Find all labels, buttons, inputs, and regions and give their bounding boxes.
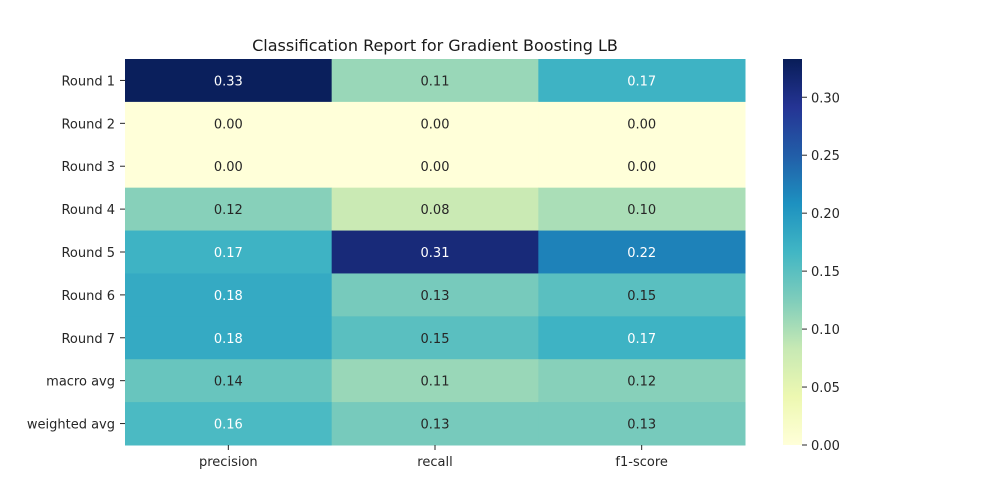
cell-value-label: 0.22 — [627, 246, 656, 261]
colorbar-tick-label: 0.25 — [811, 149, 840, 164]
x-axis: precision recall f1-score — [199, 445, 668, 470]
cell-value-label: 0.17 — [627, 74, 656, 89]
heatmap-cell — [125, 101, 333, 146]
heatmap-cell — [538, 101, 746, 146]
cell-value-label: 0.00 — [214, 117, 243, 132]
y-tick-label: Round 6 — [61, 289, 115, 304]
colorbar-tick-label: 0.05 — [811, 381, 840, 396]
cell-value-label: 0.33 — [214, 74, 243, 89]
colorbar-gradient — [783, 59, 802, 445]
heatmap-cells — [125, 59, 746, 446]
heatmap-cell — [538, 144, 746, 189]
cell-value-label: 0.15 — [627, 289, 656, 304]
cell-value-label: 0.17 — [627, 332, 656, 347]
y-axis: Round 1 Round 2 Round 3 Round 4 Round 5 Round… — [27, 74, 125, 433]
cell-value-label: 0.00 — [421, 160, 450, 175]
y-tick-label: Round 3 — [61, 160, 115, 175]
cell-value-label: 0.00 — [214, 160, 243, 175]
heatmap-cell — [125, 230, 333, 274]
heatmap-cell — [331, 144, 539, 189]
cell-value-label: 0.15 — [421, 332, 450, 347]
cell-value-labels: 0.33 0.11 0.17 0.00 0.00 0.00 0.00 0.00 0.00 0.12… — [214, 74, 656, 432]
x-tick-label: recall — [417, 455, 452, 470]
heatmap-cell — [538, 230, 746, 274]
cell-value-label: 0.00 — [627, 160, 656, 175]
cell-value-label: 0.00 — [627, 117, 656, 132]
y-tick-label: Round 2 — [61, 117, 115, 132]
chart-title: Classification Report for Gradient Boost… — [252, 36, 618, 55]
cell-value-label: 0.08 — [421, 203, 450, 218]
colorbar-tick-label: 0.15 — [811, 265, 840, 280]
heatmap-cell — [125, 273, 333, 317]
cell-value-label: 0.31 — [421, 246, 450, 261]
heatmap-cell — [331, 402, 539, 446]
y-tick-label: Round 4 — [61, 203, 115, 218]
heatmap-cell — [125, 187, 333, 232]
heatmap-cell — [538, 273, 746, 317]
colorbar-tick-label: 0.30 — [811, 91, 840, 106]
heatmap-cell — [125, 59, 333, 103]
cell-value-label: 0.12 — [627, 375, 656, 390]
cell-value-label: 0.11 — [421, 74, 450, 89]
heatmap-cell — [538, 187, 746, 232]
heatmap-cell — [331, 316, 539, 360]
heatmap-cell — [538, 59, 746, 103]
cell-value-label: 0.17 — [214, 246, 243, 261]
cell-value-label: 0.13 — [421, 289, 450, 304]
cell-value-label: 0.12 — [214, 203, 243, 218]
colorbar: 0.00 0.05 0.10 0.15 0.20 0.25 0.30 — [783, 59, 840, 454]
heatmap-cell — [331, 187, 539, 232]
heatmap-cell — [125, 316, 333, 360]
colorbar-tick-label: 0.20 — [811, 207, 840, 222]
heatmap-cell — [538, 359, 746, 403]
colorbar-tick-label: 0.10 — [811, 323, 840, 338]
heatmap-cell — [331, 273, 539, 317]
heatmap-cell — [125, 402, 333, 446]
heatmap-cell — [538, 316, 746, 360]
heatmap-cell — [125, 144, 333, 189]
cell-value-label: 0.18 — [214, 289, 243, 304]
heatmap-cell — [331, 230, 539, 274]
y-tick-label: weighted avg — [27, 418, 115, 433]
colorbar-tick-label: 0.00 — [811, 439, 840, 454]
cell-value-label: 0.16 — [214, 418, 243, 433]
y-tick-label: macro avg — [46, 375, 115, 390]
y-tick-label: Round 7 — [61, 332, 115, 347]
cell-value-label: 0.10 — [627, 203, 656, 218]
cell-value-label: 0.13 — [627, 418, 656, 433]
cell-value-label: 0.14 — [214, 375, 243, 390]
cell-value-label: 0.11 — [421, 375, 450, 390]
cell-value-label: 0.00 — [421, 117, 450, 132]
x-tick-label: f1-score — [615, 455, 667, 470]
heatmap-cell — [331, 359, 539, 403]
y-tick-label: Round 1 — [61, 74, 115, 89]
heatmap-cell — [331, 101, 539, 146]
x-tick-label: precision — [199, 455, 258, 470]
heatmap-cell — [331, 59, 539, 103]
heatmap-cell — [538, 402, 746, 446]
cell-value-label: 0.18 — [214, 332, 243, 347]
y-tick-label: Round 5 — [61, 246, 115, 261]
cell-value-label: 0.13 — [421, 418, 450, 433]
heatmap-cell — [125, 359, 333, 403]
